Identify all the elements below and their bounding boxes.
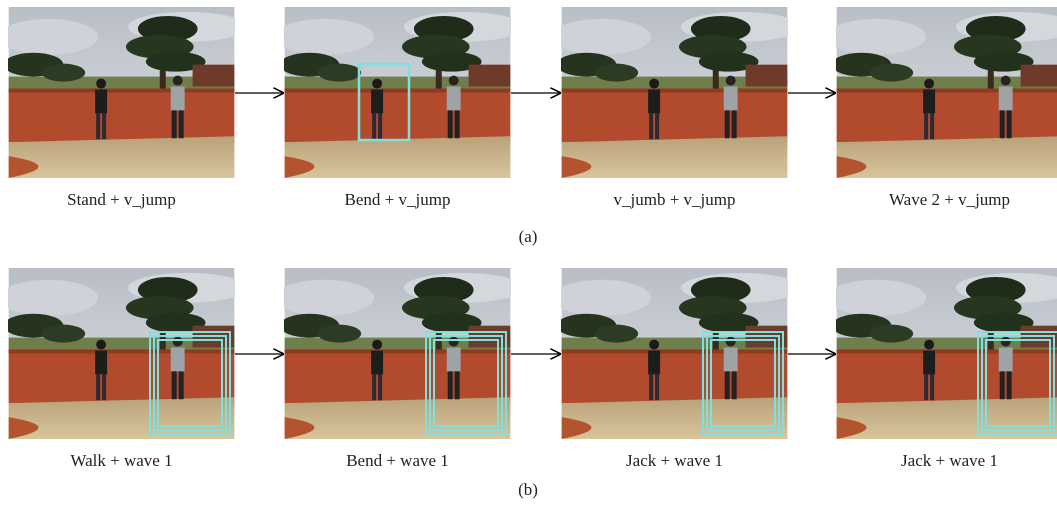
row-label: (a) bbox=[519, 227, 538, 246]
caption: Wave 2 + v_jump bbox=[889, 190, 1010, 209]
caption: Stand + v_jump bbox=[67, 190, 176, 209]
photo bbox=[552, 7, 801, 178]
caption: Jack + wave 1 bbox=[626, 451, 723, 470]
photo bbox=[827, 268, 1057, 439]
photo bbox=[552, 268, 801, 439]
figure: (a) (b) Stand + v_jump Bend + v_jump v_jum… bbox=[0, 0, 1057, 509]
caption: Bend + wave 1 bbox=[346, 451, 449, 470]
photo bbox=[0, 268, 247, 439]
photo bbox=[275, 268, 524, 439]
page: (a) (b) Stand + v_jump Bend + v_jump v_jum… bbox=[0, 0, 1057, 509]
caption: Jack + wave 1 bbox=[901, 451, 998, 470]
photo bbox=[275, 7, 524, 178]
row-label: (b) bbox=[518, 480, 538, 499]
caption: v_jumb + v_jump bbox=[614, 190, 736, 209]
caption: Bend + v_jump bbox=[345, 190, 451, 209]
photo bbox=[827, 7, 1057, 178]
caption: Walk + wave 1 bbox=[70, 451, 172, 470]
photo bbox=[0, 7, 247, 178]
